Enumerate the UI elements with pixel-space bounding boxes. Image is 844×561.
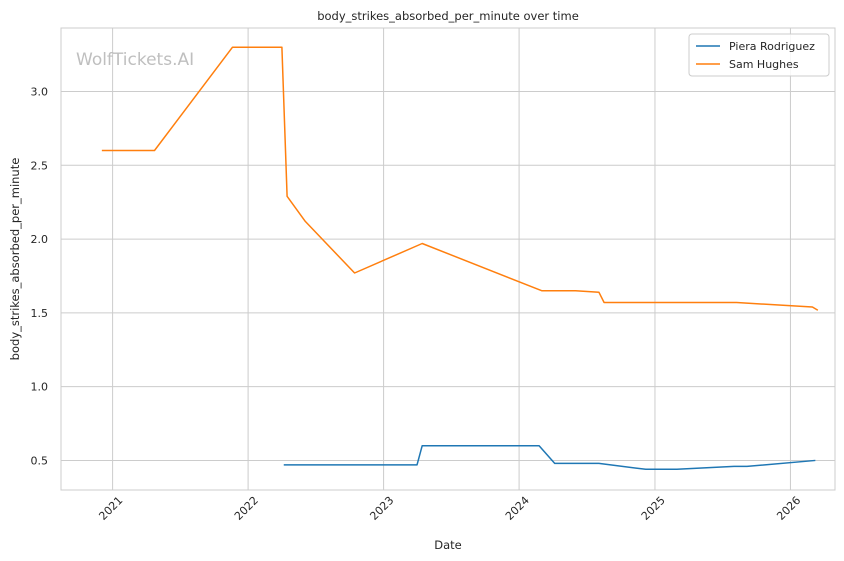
y-tick-label: 3.0 xyxy=(31,85,49,98)
y-tick-label: 1.5 xyxy=(31,307,49,320)
watermark: WolfTickets.AI xyxy=(76,50,194,70)
y-gridlines xyxy=(61,90,835,461)
legend: Piera Rodriguez Sam Hughes xyxy=(688,33,830,77)
plot-area xyxy=(61,28,835,490)
legend-box xyxy=(688,33,830,77)
series-line-sam-hughes xyxy=(101,46,819,311)
series-line-piera-rodriguez xyxy=(283,444,816,471)
legend-label-piera-rodriguez: Piera Rodriguez xyxy=(729,40,815,53)
y-tick-label: 0.5 xyxy=(31,454,49,467)
chart-title: body_strikes_absorbed_per_minute over ti… xyxy=(317,9,579,23)
x-gridlines xyxy=(112,28,791,490)
y-axis-title: body_strikes_absorbed_per_minute xyxy=(8,158,22,361)
plot-frame xyxy=(60,27,836,491)
x-axis-title: Date xyxy=(434,538,462,552)
legend-label-sam-hughes: Sam Hughes xyxy=(729,58,799,71)
y-tick-label: 2.0 xyxy=(31,233,49,246)
series-layer xyxy=(101,46,819,471)
y-tick-label: 1.0 xyxy=(31,381,49,394)
y-tick-label: 2.5 xyxy=(31,159,49,172)
y-tick-labels: 0.5 1.0 1.5 2.0 2.5 3.0 xyxy=(31,85,49,467)
